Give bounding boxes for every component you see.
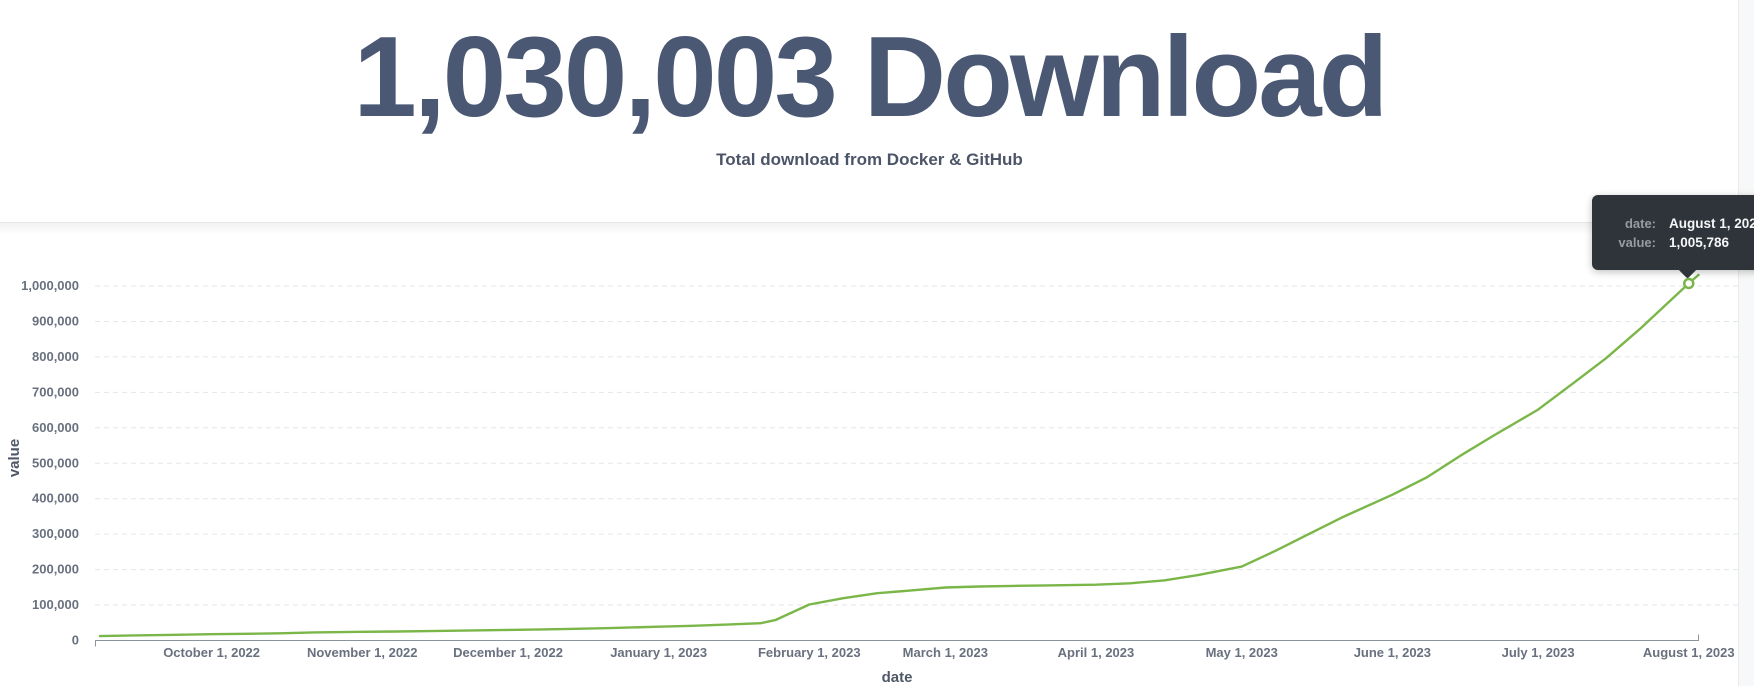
tooltip-date-row: date: August 1, 2023 (1606, 216, 1754, 231)
downloads-line[interactable] (98, 273, 1700, 638)
x-tick-label: February 1, 2023 (758, 645, 861, 660)
y-tick-label: 500,000 (32, 455, 79, 470)
x-tick-label: March 1, 2023 (903, 645, 988, 660)
y-tick-label: 200,000 (32, 562, 79, 577)
tooltip-date-value: August 1, 2023 (1669, 215, 1754, 231)
y-axis-title: value (6, 439, 23, 477)
y-tick-label: 800,000 (32, 349, 79, 364)
x-tick-label: December 1, 2022 (453, 645, 563, 660)
hover-point-marker[interactable] (1683, 277, 1695, 290)
x-tick-label: October 1, 2022 (163, 645, 260, 660)
tooltip-value-value: 1,005,786 (1669, 234, 1730, 250)
header: 1,030,003 Download Total download from D… (0, 0, 1739, 223)
y-tick-label: 400,000 (32, 491, 79, 506)
x-tick-label: January 1, 2023 (610, 645, 707, 660)
x-tick-label: April 1, 2023 (1058, 645, 1135, 660)
chart-tooltip: date: August 1, 2023 value: 1,005,786 (1592, 195, 1754, 279)
x-tick-label: November 1, 2022 (307, 645, 418, 660)
page-subtitle: Total download from Docker & GitHub (716, 150, 1023, 169)
x-tick-label: August 1, 2023 (1643, 645, 1735, 660)
x-tick-label: June 1, 2023 (1354, 645, 1431, 660)
y-tick-label: 600,000 (32, 420, 79, 435)
x-axis-title: date (882, 669, 913, 686)
y-tick-label: 900,000 (32, 313, 79, 328)
tooltip-date-label: date: (1624, 215, 1656, 231)
x-axis-line (95, 634, 1699, 647)
y-tick-label: 700,000 (32, 384, 79, 399)
scrollbar-track[interactable] (1738, 0, 1754, 686)
tooltip-value-label: value: (1618, 234, 1656, 250)
tooltip-value-row: value: 1,005,786 (1606, 235, 1754, 250)
page-title: 1,030,003 Download (353, 14, 1388, 141)
y-tick-label: 100,000 (32, 597, 79, 612)
x-tick-label: May 1, 2023 (1206, 645, 1278, 660)
y-tick-label: 300,000 (32, 526, 79, 541)
x-tick-label: July 1, 2023 (1502, 645, 1575, 660)
y-tick-label: 0 (72, 633, 79, 648)
y-tick-label: 1,000,000 (21, 278, 79, 293)
